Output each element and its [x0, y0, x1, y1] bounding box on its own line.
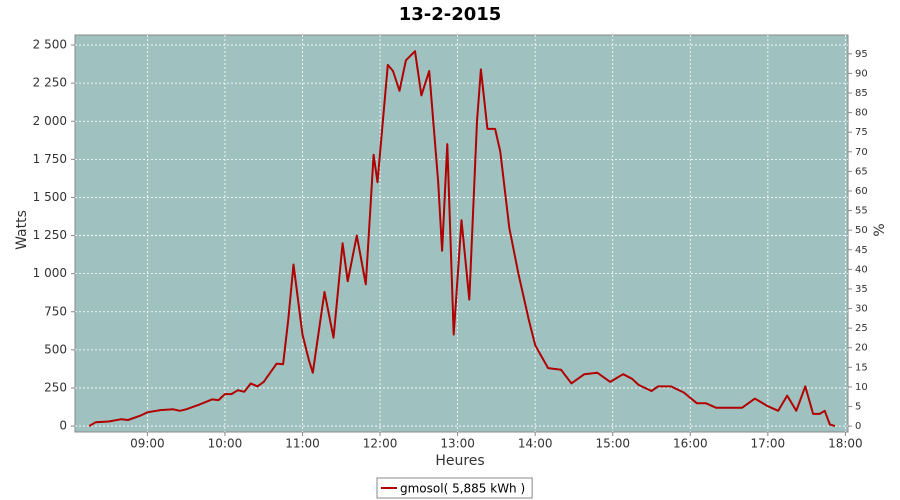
y2-axis-title: % — [872, 223, 888, 236]
series-line — [88, 50, 836, 428]
y2-tick-label: 0 — [855, 421, 861, 432]
x-tick-label: 15:00 — [595, 437, 630, 451]
y2-tick-label: 90 — [855, 68, 868, 79]
chart-title: 13-2-2015 — [399, 4, 502, 25]
y2-tick-label: 10 — [855, 382, 868, 393]
y2-tick-label: 30 — [855, 304, 868, 315]
y2-tick-label: 85 — [855, 88, 868, 99]
x-tick-label: 11:00 — [285, 437, 320, 451]
y2-tick-label: 50 — [855, 225, 868, 236]
y-tick-label: 500 — [44, 342, 67, 356]
y2-tick-label: 15 — [855, 362, 868, 373]
x-tick-label: 14:00 — [518, 437, 553, 451]
y2-tick-label: 5 — [855, 402, 861, 413]
x-tick-label: 17:00 — [751, 437, 786, 451]
y-tick-label: 1 250 — [33, 228, 67, 242]
y2-tick-label: 95 — [855, 49, 868, 60]
y-tick-label: 0 — [59, 419, 67, 433]
legend: gmosol( 5,885 kWh ) — [376, 477, 533, 499]
y-tick-label: 1 000 — [33, 266, 67, 280]
legend-box — [376, 477, 533, 499]
y2-tick-label: 35 — [855, 284, 868, 295]
x-tick-label: 09:00 — [130, 437, 165, 451]
x-tick-label: 10:00 — [208, 437, 243, 451]
y2-tick-label: 25 — [855, 323, 868, 334]
y2-tick-label: 75 — [855, 127, 868, 138]
x-tick-label: 16:00 — [673, 437, 708, 451]
y-tick-label: 750 — [44, 304, 67, 318]
legend-label: gmosol( 5,885 kWh ) — [400, 482, 525, 496]
x-axis-title: Heures — [435, 453, 484, 469]
y2-tick-label: 65 — [855, 166, 868, 177]
y-axis-title: Watts — [14, 210, 30, 250]
y2-tick-label: 55 — [855, 206, 868, 217]
x-tick-label: 13:00 — [440, 437, 475, 451]
y2-tick-label: 60 — [855, 186, 868, 197]
y-tick-label: 1 750 — [33, 152, 67, 166]
y2-tick-label: 40 — [855, 264, 868, 275]
y2-tick-label: 70 — [855, 147, 868, 158]
y-tick-label: 1 500 — [33, 190, 67, 204]
y2-tick-label: 45 — [855, 245, 868, 256]
y-tick-label: 250 — [44, 380, 67, 394]
y2-tick-label: 80 — [855, 108, 868, 119]
y-tick-label: 2 000 — [33, 114, 67, 128]
x-tick-label: 18:00 — [828, 437, 863, 451]
y-tick-label: 2 500 — [33, 38, 67, 52]
x-tick-label: 12:00 — [363, 437, 398, 451]
y-tick-label: 2 250 — [33, 76, 67, 90]
y2-tick-label: 20 — [855, 343, 868, 354]
